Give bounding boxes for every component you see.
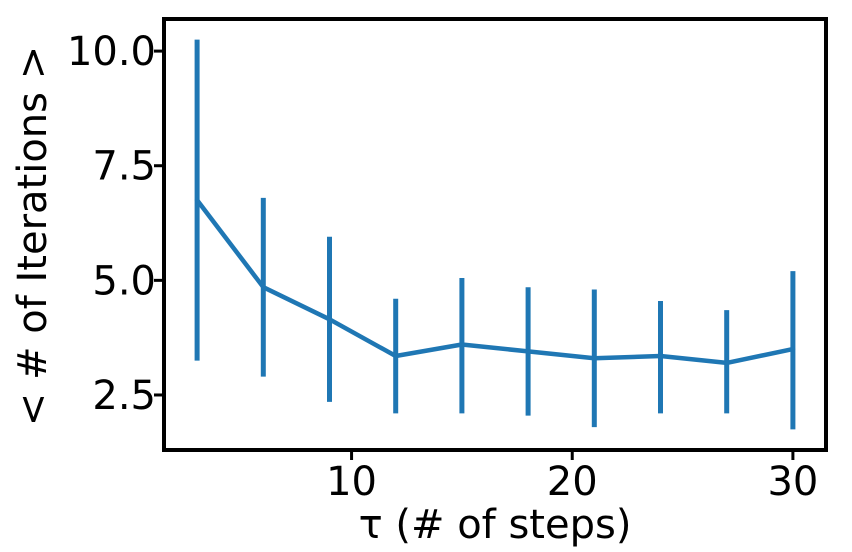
x-axis-label: τ (# of steps) [359, 502, 632, 548]
y-tick-label: 10.0 [67, 29, 156, 75]
data-point [592, 356, 597, 361]
data-point [459, 342, 465, 347]
x-tick-label: 30 [767, 459, 818, 505]
y-axis-label: < # of Iterations > [10, 46, 56, 426]
data-point [790, 346, 796, 352]
x-tick-label: 10 [326, 459, 377, 505]
data-point [724, 360, 729, 366]
y-axis-ticks: 2.5 5.0 7.5 10.0 [67, 29, 164, 419]
y-tick-label: 2.5 [92, 373, 156, 419]
data-marks [194, 39, 796, 430]
data-point [261, 285, 266, 290]
data-point [658, 353, 663, 359]
data-point [194, 197, 200, 203]
data-point [525, 349, 531, 354]
data-point [393, 353, 398, 359]
series-line [194, 197, 796, 366]
data-point [327, 317, 332, 322]
x-axis-ticks: 10 20 30 [326, 450, 818, 505]
y-tick-label: 7.5 [92, 144, 156, 190]
x-tick-label: 20 [547, 459, 598, 505]
y-tick-label: 5.0 [92, 258, 156, 304]
plot-frame [162, 17, 828, 452]
plot-area [162, 17, 828, 452]
